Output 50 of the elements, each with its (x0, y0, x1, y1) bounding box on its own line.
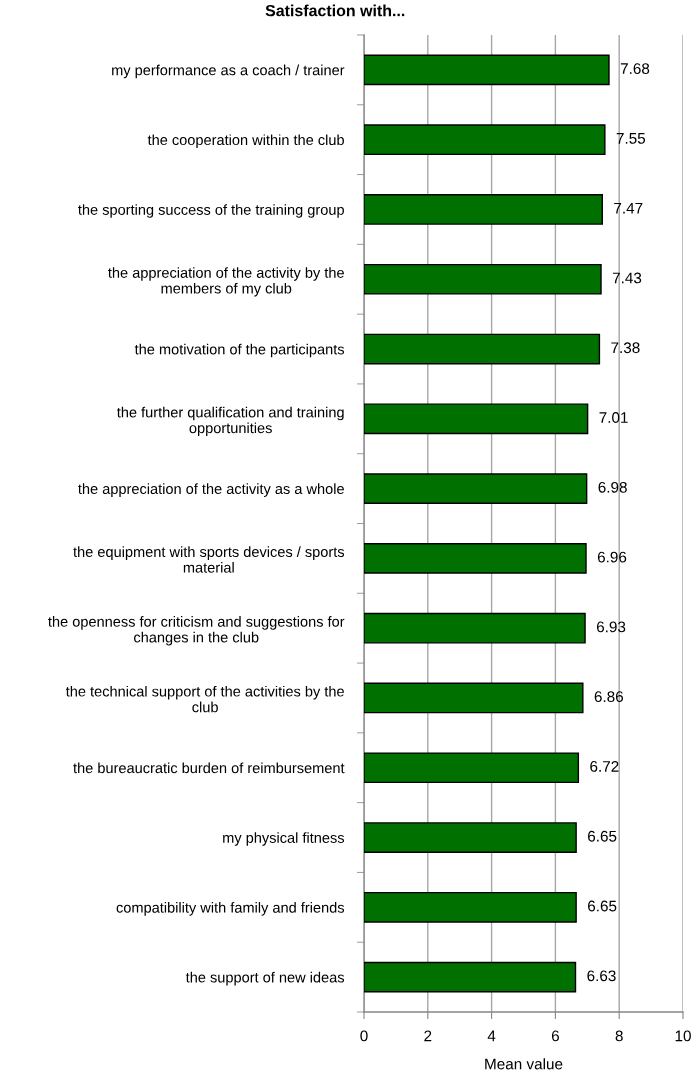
y-tick-label: the sporting success of the training group (78, 204, 344, 218)
y-tick-label: compatibility with family and friends (116, 902, 345, 916)
x-axis-title: Mean value (485, 1058, 563, 1070)
bar (364, 612, 586, 644)
data-label: 6.93 (596, 621, 626, 633)
data-label: 7.43 (612, 272, 642, 284)
y-tick-label: the further qualification and training opportunities (116, 406, 344, 437)
x-tick-label: 0 (360, 1030, 368, 1042)
y-tick-label: the support of new ideas (185, 971, 345, 986)
y-tick-label: my physical fitness (223, 832, 345, 846)
x-tick-label: 6 (551, 1030, 559, 1042)
y-tick-label: the bureaucratic burden of reimbursement (73, 762, 345, 774)
bar (364, 752, 580, 784)
data-label: 7.47 (614, 202, 643, 214)
y-tick-label: the cooperation within the club (147, 134, 344, 148)
data-label: 6.65 (588, 830, 617, 842)
y-tick-label: my performance as a coach / trainer (112, 64, 345, 79)
data-label: 6.96 (597, 551, 627, 563)
bar (364, 473, 588, 504)
data-label: 6.63 (587, 970, 616, 982)
bar (364, 403, 589, 435)
bar (364, 194, 603, 225)
data-label: 6.98 (598, 481, 627, 493)
bar (364, 543, 587, 574)
data-label: 6.72 (590, 761, 619, 772)
x-tick-label: 4 (487, 1030, 496, 1042)
data-label: 7.55 (616, 133, 646, 144)
y-tick-label: the appreciation of the activity as a whole (78, 483, 344, 497)
data-label: 6.86 (594, 691, 624, 703)
x-tick-label: 10 (675, 1030, 691, 1042)
y-tick-label: the equipment with sports devices / sports material (73, 546, 345, 573)
bar (364, 263, 602, 295)
data-label: 7.68 (620, 63, 650, 74)
bar (364, 822, 577, 853)
data-label: 7.01 (599, 412, 628, 423)
bar (364, 54, 610, 86)
y-tick-label: the appreciation of the activity by the members of my club (108, 267, 344, 297)
y-tick-label: the motivation of the participants (134, 343, 345, 358)
x-tick-label: 8 (615, 1030, 623, 1042)
bar (364, 124, 606, 156)
y-tick-label: the technical support of the activities by the club (65, 685, 344, 713)
y-tick-label: the openness for criticism and suggestions for changes in the club (48, 616, 345, 646)
bar (364, 961, 577, 993)
chart-title: Satisfaction with... (265, 4, 405, 17)
data-label: 7.38 (611, 342, 640, 354)
data-label: 6.65 (588, 900, 617, 912)
x-tick-label: 2 (424, 1030, 432, 1042)
bar (364, 333, 601, 365)
bar (364, 891, 577, 923)
bar (364, 682, 584, 714)
